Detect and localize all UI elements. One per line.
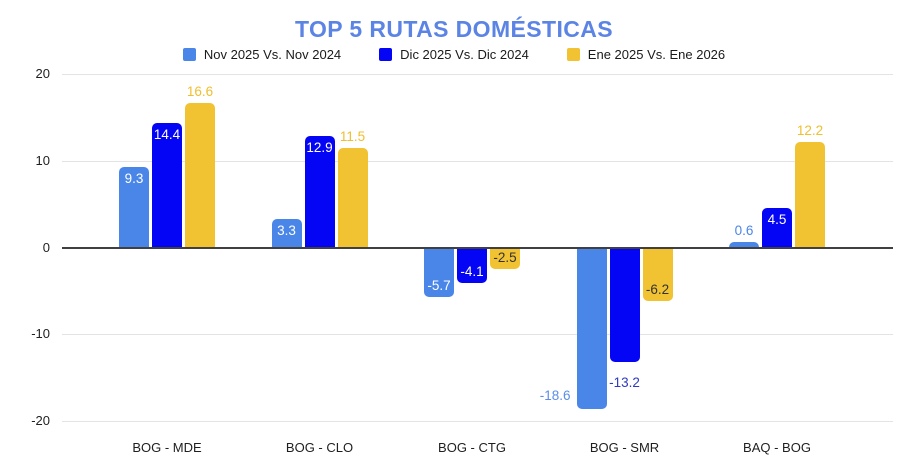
bar [729, 242, 759, 248]
gridline [62, 160, 893, 162]
y-axis-tick-label: 0 [42, 239, 50, 255]
bar-value-label: 12.2 [796, 122, 824, 138]
bar-value-label: 16.6 [186, 84, 214, 100]
bar-value-label: -5.7 [427, 277, 451, 293]
bar [424, 247, 454, 297]
bar [609, 247, 640, 362]
legend-swatch-icon [379, 48, 393, 61]
bar [152, 122, 182, 248]
bar-value-label: -18.6 [539, 387, 571, 403]
bar [762, 208, 792, 248]
legend-item-ene: Ene 2025 Vs. Ene 2026 [566, 47, 726, 62]
bar-value-label: 3.3 [277, 222, 296, 238]
bar-value-label: -6.2 [645, 282, 670, 298]
legend-swatch-icon [566, 48, 580, 61]
x-axis-category-label: BOG - MDE [132, 440, 202, 455]
bar-value-label: -4.1 [460, 264, 484, 280]
x-axis-category-label: BOG - SMR [589, 440, 660, 455]
bar [642, 247, 673, 302]
bar-value-label: 4.5 [767, 212, 787, 228]
bar [457, 247, 487, 284]
x-axis-category-label: BOG - CLO [285, 440, 354, 455]
legend-label: Dic 2025 Vs. Dic 2024 [400, 47, 529, 62]
bar-value-label: 9.3 [124, 170, 144, 186]
bar-value-label: -13.2 [609, 375, 640, 390]
gridline [62, 334, 893, 336]
legend-item-dic: Dic 2025 Vs. Dic 2024 [379, 47, 529, 62]
bar [490, 247, 520, 270]
bar [337, 147, 368, 248]
zero-axis-line [62, 246, 893, 249]
legend: Nov 2025 Vs. Nov 2024 Dic 2025 Vs. Dic 2… [0, 47, 908, 62]
bar [304, 135, 335, 248]
bar [185, 103, 215, 248]
x-axis-category-label: BAQ - BOG [743, 440, 811, 455]
bar [271, 218, 302, 248]
y-axis-tick-label: 10 [35, 152, 50, 168]
x-axis-category-label: BOG - CTG [438, 440, 506, 455]
bar [576, 247, 607, 409]
chart-title: TOP 5 RUTAS DOMÉSTICAS [294, 16, 614, 42]
gridline [62, 421, 893, 422]
bar-value-label: 0.6 [734, 223, 754, 239]
legend-item-nov: Nov 2025 Vs. Nov 2024 [182, 47, 342, 62]
legend-label: Nov 2025 Vs. Nov 2024 [203, 47, 342, 62]
y-axis-tick-label: 20 [35, 66, 50, 81]
bar [119, 166, 149, 248]
y-axis-tick-label: -20 [31, 413, 50, 428]
bar-value-label: 11.5 [339, 128, 366, 144]
y-axis-tick-label: -10 [31, 326, 50, 342]
bar-value-label: 14.4 [153, 126, 181, 142]
bar-value-label: -2.5 [493, 250, 517, 266]
legend-swatch-icon [182, 48, 196, 61]
bar [795, 141, 825, 248]
legend-label: Ene 2025 Vs. Ene 2026 [587, 47, 726, 62]
gridline [62, 74, 893, 75]
bar-value-label: 12.9 [306, 139, 333, 155]
